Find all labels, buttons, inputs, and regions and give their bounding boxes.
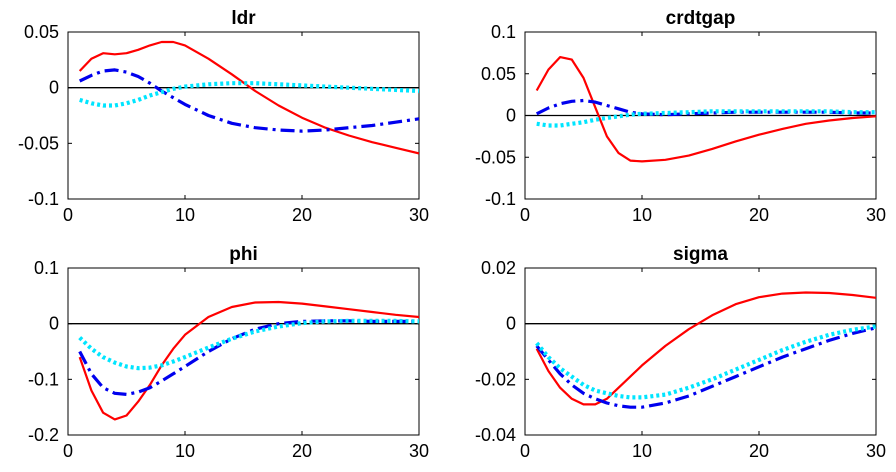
y-tick-label: 0.1 xyxy=(491,22,516,42)
y-tick-label: -0.2 xyxy=(28,425,59,445)
x-tick-label: 10 xyxy=(175,205,195,225)
axes-frame xyxy=(67,267,420,436)
series-line-dashdot xyxy=(78,319,419,396)
x-tick-label: 30 xyxy=(866,205,886,225)
series-line-solid xyxy=(78,40,419,155)
axes-frame xyxy=(524,267,877,436)
panel-3: 0 10 20 30 -0.04 -0.02 0 0.02 sigma xyxy=(475,244,886,461)
x-tick-label: 0 xyxy=(63,441,73,461)
panel-title: phi xyxy=(229,244,258,265)
x-tick-label: 20 xyxy=(292,441,312,461)
y-tick-label: -0.1 xyxy=(485,189,516,209)
y-tick-label: 0 xyxy=(49,78,59,98)
panel-title: crdtgap xyxy=(666,8,736,29)
y-tick-label: 0.02 xyxy=(481,258,516,278)
x-tick-label: 20 xyxy=(749,441,769,461)
y-tick-label: 0 xyxy=(506,314,516,334)
panel-0: 0 10 20 30 -0.1 -0.05 0 0.05 ldr xyxy=(18,8,429,225)
series-line-dashdot xyxy=(79,68,419,133)
panel-1: 0 10 20 30 -0.1 -0.05 0 0.05 0.1 crdtgap xyxy=(475,8,886,225)
series-line-dotted xyxy=(79,81,419,108)
x-tick-label: 10 xyxy=(632,441,652,461)
x-tick-label: 30 xyxy=(866,441,886,461)
series-line-dotted xyxy=(78,318,419,371)
series-line-solid xyxy=(535,55,876,163)
panel-2: 0 10 20 30 -0.2 -0.1 0 0.1 phi xyxy=(28,244,429,461)
axes-frame xyxy=(67,31,420,200)
y-tick-label: 0.05 xyxy=(24,22,59,42)
panel-title: ldr xyxy=(231,8,256,29)
y-tick-label: -0.1 xyxy=(28,189,59,209)
x-tick-label: 0 xyxy=(63,205,73,225)
series-line-dashdot xyxy=(535,98,876,117)
y-tick-label: 0.1 xyxy=(34,258,59,278)
y-tick-label: -0.02 xyxy=(475,369,516,389)
x-tick-label: 10 xyxy=(632,205,652,225)
y-tick-label: -0.04 xyxy=(475,425,516,445)
series-line-dotted xyxy=(536,109,876,128)
x-tick-label: 20 xyxy=(749,205,769,225)
y-tick-label: 0 xyxy=(49,314,59,334)
y-tick-label: 0.05 xyxy=(481,64,516,84)
series-line-dashdot xyxy=(535,326,876,409)
x-tick-label: 20 xyxy=(292,205,312,225)
y-tick-label: -0.1 xyxy=(28,369,59,389)
series-line-solid xyxy=(535,291,876,406)
x-tick-label: 10 xyxy=(175,441,195,461)
y-tick-label: -0.05 xyxy=(18,133,59,153)
panel-title: sigma xyxy=(673,244,728,265)
x-tick-label: 30 xyxy=(409,205,429,225)
x-tick-label: 30 xyxy=(409,441,429,461)
x-tick-label: 0 xyxy=(520,441,530,461)
x-tick-label: 0 xyxy=(520,205,530,225)
y-tick-label: -0.05 xyxy=(475,147,516,167)
series-line-solid xyxy=(78,300,419,421)
y-tick-label: 0 xyxy=(506,106,516,126)
